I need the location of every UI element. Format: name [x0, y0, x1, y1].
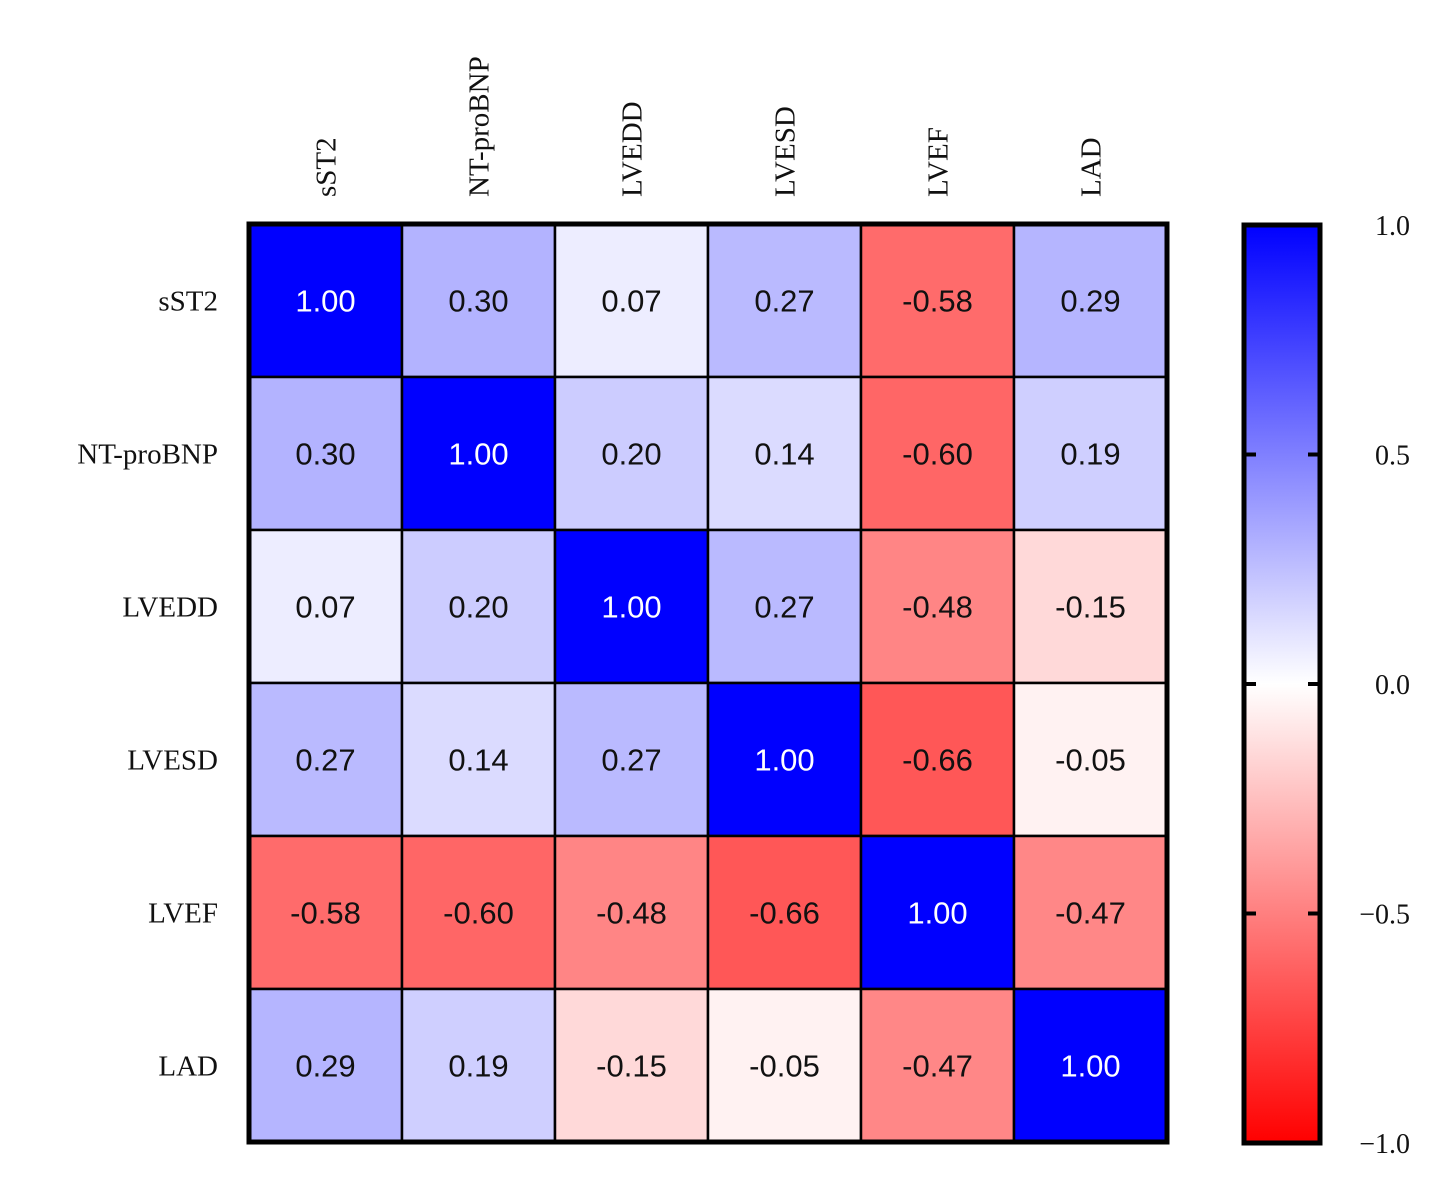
heatmap-cell — [1012, 987, 1169, 1144]
cell-value-label: -0.66 — [902, 743, 973, 778]
heatmap-cell — [553, 681, 710, 838]
cell-value-label: 0.27 — [601, 743, 661, 778]
cell-value-label: -0.60 — [443, 896, 514, 931]
cell-value-label: -0.47 — [902, 1049, 973, 1084]
column-label: NT-proBNP — [464, 56, 496, 197]
heatmap-cell — [859, 681, 1016, 838]
heatmap-cell — [400, 528, 557, 685]
heatmap-cell — [706, 834, 863, 991]
heatmap-cell — [706, 375, 863, 532]
row-label: LVEF — [148, 898, 218, 930]
colorbar-tick-label: −0.5 — [1359, 900, 1410, 931]
row-label: LVEDD — [122, 592, 218, 624]
cell-value-label: 0.19 — [1060, 437, 1120, 472]
cell-value-label: 1.00 — [295, 284, 355, 319]
column-label: LVEDD — [617, 101, 649, 197]
cell-value-label: 1.00 — [601, 590, 661, 625]
cell-value-label: 0.14 — [448, 743, 508, 778]
heatmap-cell — [400, 222, 557, 379]
column-label: sST2 — [311, 137, 343, 197]
colorbar-ticks: 1.0 0.5 0.0 −0.5 −1.0 — [1244, 211, 1410, 1160]
cell-value-label: 0.20 — [448, 590, 508, 625]
colorbar-tick-label: 1.0 — [1375, 211, 1410, 242]
cell-value-label: 0.30 — [448, 284, 508, 319]
column-label: LVEF — [923, 127, 955, 197]
heatmap-cell — [247, 834, 404, 991]
cell-value-label: -0.15 — [1055, 590, 1126, 625]
colorbar: 1.0 0.5 0.0 −0.5 −1.0 — [1241, 211, 1410, 1160]
column-label: LVESD — [770, 106, 802, 197]
heatmap-cell — [400, 375, 557, 532]
heatmap-cell — [859, 834, 1016, 991]
heatmap-cell — [553, 834, 710, 991]
heatmap-cell — [247, 987, 404, 1144]
cell-value-label: -0.66 — [749, 896, 820, 931]
cell-value-label: -0.48 — [596, 896, 667, 931]
cell-value-label: -0.48 — [902, 590, 973, 625]
cell-value-label: -0.05 — [749, 1049, 820, 1084]
heatmap-cell — [400, 681, 557, 838]
cell-value-label: 1.00 — [448, 437, 508, 472]
heatmap-cell — [1012, 528, 1169, 685]
row-label: NT-proBNP — [77, 439, 218, 471]
row-label: sST2 — [158, 286, 218, 318]
cell-value-label: -0.60 — [902, 437, 973, 472]
cell-value-label: -0.58 — [902, 284, 973, 319]
cell-value-label: 1.00 — [754, 743, 814, 778]
column-labels: sST2 NT-proBNP LVEDD LVESD LVEF LAD — [311, 56, 1108, 197]
cell-value-label: 0.27 — [754, 284, 814, 319]
row-label: LVESD — [127, 745, 218, 777]
colorbar-tick-label: 0.5 — [1375, 441, 1410, 472]
heatmap-cell — [1012, 375, 1169, 532]
cell-value-label: 0.07 — [295, 590, 355, 625]
cell-value-label: -0.15 — [596, 1049, 667, 1084]
cell-value-label: 0.20 — [601, 437, 661, 472]
heatmap-cell — [706, 681, 863, 838]
cell-value-label: 0.30 — [295, 437, 355, 472]
cell-value-label: 0.19 — [448, 1049, 508, 1084]
cell-value-label: -0.58 — [290, 896, 361, 931]
heatmap-cell — [247, 681, 404, 838]
cell-value-label: 0.27 — [754, 590, 814, 625]
column-label: LAD — [1076, 137, 1108, 197]
cell-value-label: 0.14 — [754, 437, 814, 472]
cell-value-label: 0.29 — [1060, 284, 1120, 319]
heatmap-cells: 1.00 0.30 0.07 0.27 -0.58 0.29 0.30 1.00 0.20 0.1… — [247, 222, 1169, 1144]
heatmap-cell — [1012, 222, 1169, 379]
cell-value-label: 1.00 — [907, 896, 967, 931]
cell-value-label: 0.07 — [601, 284, 661, 319]
cell-value-label: 0.29 — [295, 1049, 355, 1084]
cell-value-label: 1.00 — [1060, 1049, 1120, 1084]
heatmap-cell — [247, 222, 404, 379]
colorbar-tick-label: −1.0 — [1359, 1129, 1410, 1160]
colorbar-tick-label: 0.0 — [1375, 670, 1410, 701]
cell-value-label: -0.05 — [1055, 743, 1126, 778]
heatmap-cell — [859, 528, 1016, 685]
heatmap-cell — [706, 528, 863, 685]
row-labels: sST2 NT-proBNP LVEDD LVESD LVEF LAD — [77, 286, 218, 1083]
cell-value-label: -0.47 — [1055, 896, 1126, 931]
cell-value-label: 0.27 — [295, 743, 355, 778]
heatmap-border — [246, 221, 1170, 1145]
row-label: LAD — [158, 1051, 218, 1083]
